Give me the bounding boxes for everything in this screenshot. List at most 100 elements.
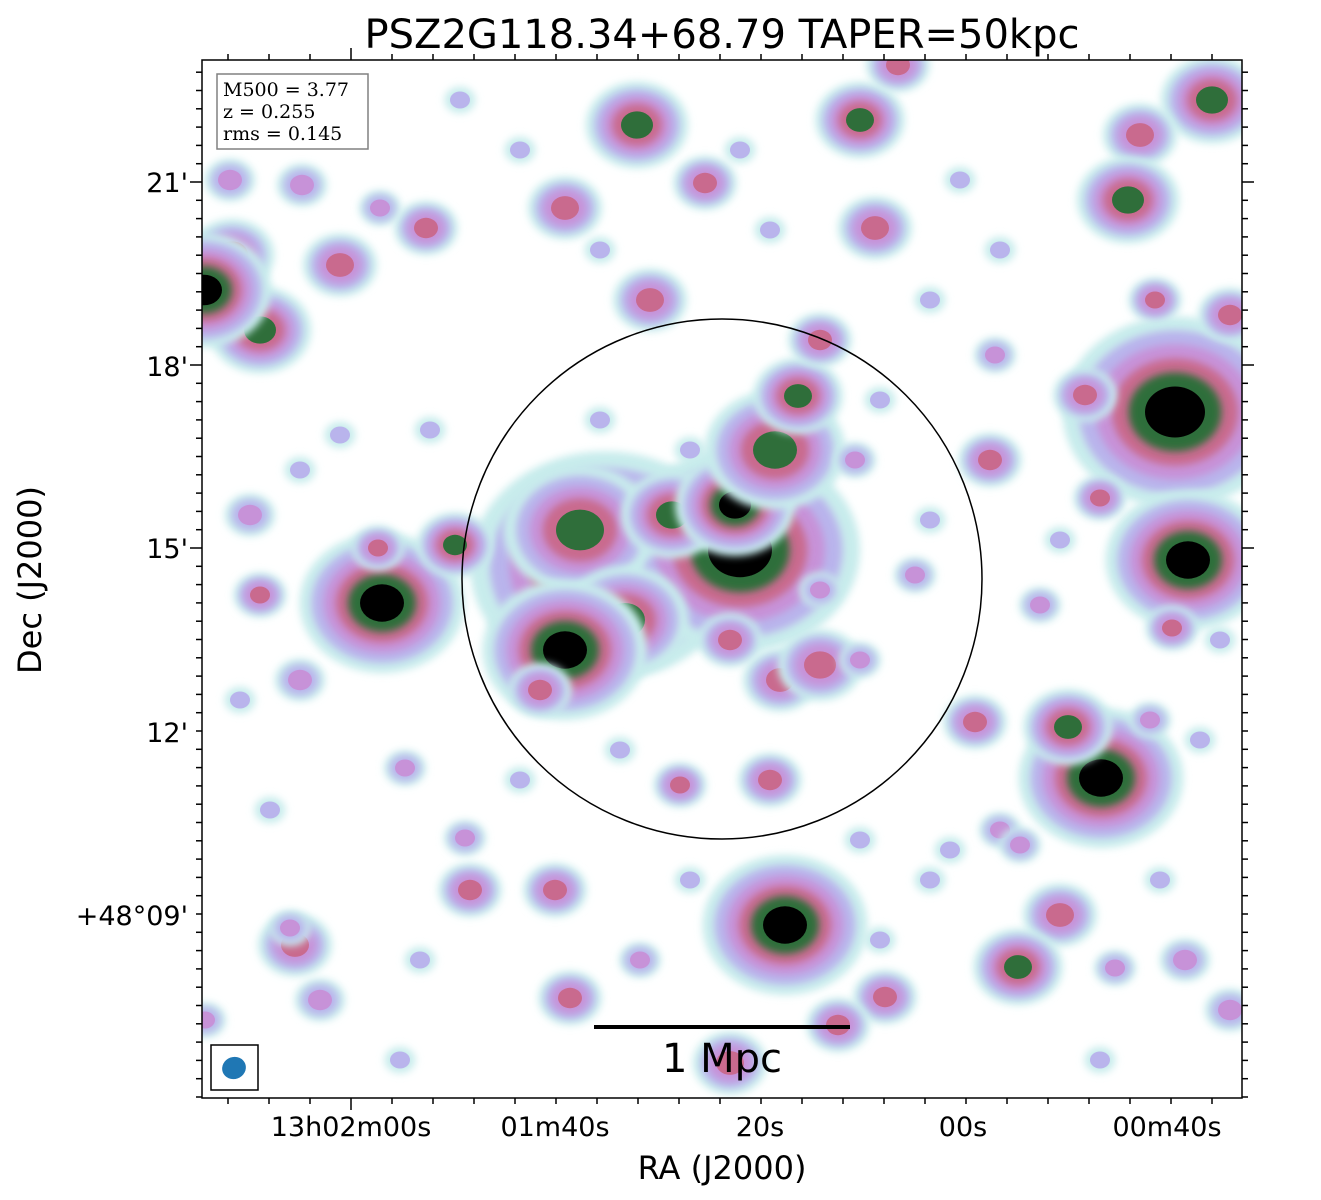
emission-contour xyxy=(1162,619,1182,637)
emission-contour xyxy=(230,691,250,709)
emission-contour xyxy=(920,291,940,309)
emission-contour xyxy=(250,586,270,604)
emission-contour xyxy=(804,651,836,679)
emission-contour xyxy=(920,871,940,889)
emission-contour xyxy=(414,217,438,239)
emission-contour xyxy=(1173,949,1197,971)
emission-contour xyxy=(845,451,865,469)
emission-contour xyxy=(758,769,782,791)
emission-contour xyxy=(590,241,610,259)
emission-contour xyxy=(846,108,874,132)
emission-contour xyxy=(410,951,430,969)
emission-contour xyxy=(288,669,312,691)
emission-contour xyxy=(590,411,610,429)
emission-contour xyxy=(390,1051,410,1069)
emission-contour xyxy=(551,196,579,220)
emission-contour xyxy=(1004,955,1032,979)
beam-indicator xyxy=(210,1044,259,1091)
emission-contour xyxy=(1190,731,1210,749)
emission-contour xyxy=(784,384,812,408)
emission-contour xyxy=(1030,596,1050,614)
emission-contour xyxy=(950,171,970,189)
emission-contour xyxy=(280,919,300,937)
emission-contour xyxy=(528,679,552,701)
y-tick-label: 15' xyxy=(146,534,188,565)
y-axis-label: Dec (J2000) xyxy=(11,486,49,674)
x-tick-labels: 13h02m00s 01m40s 20s 00s 00m40s xyxy=(271,1112,1222,1143)
emission-contour xyxy=(543,631,587,669)
emission-contour xyxy=(543,879,567,901)
info-redshift: z = 0.255 xyxy=(223,101,315,123)
emission-contour xyxy=(395,759,415,777)
emission-contour xyxy=(556,509,604,551)
emission-contour xyxy=(963,711,987,733)
emission-contour xyxy=(218,169,242,191)
emission-contour xyxy=(1196,86,1228,114)
emission-contour xyxy=(763,906,807,944)
beam-ellipse xyxy=(222,1056,246,1080)
emission-contour xyxy=(718,629,742,651)
emission-contour xyxy=(510,771,530,789)
emission-contour xyxy=(1112,186,1144,214)
emission-contour xyxy=(1210,631,1230,649)
emission-contour xyxy=(1050,531,1070,549)
scale-bar: 1 Mpc xyxy=(594,1025,850,1082)
x-tick-label: 00s xyxy=(939,1112,987,1143)
emission-contour xyxy=(458,879,482,901)
x-tick-label: 20s xyxy=(736,1112,784,1143)
emission-contour xyxy=(1090,1051,1110,1069)
emission-contour xyxy=(1145,291,1165,309)
emission-contour xyxy=(940,841,960,859)
emission-contour xyxy=(850,651,870,669)
emission-contour xyxy=(202,1011,215,1029)
r500-circle xyxy=(461,318,983,840)
scale-bar-label: 1 Mpc xyxy=(662,1036,782,1082)
emission-contour xyxy=(1218,304,1242,326)
emission-contour xyxy=(978,449,1002,471)
emission-contour xyxy=(985,346,1005,364)
info-rms: rms = 0.145 xyxy=(223,123,342,145)
emission-contour xyxy=(308,989,332,1011)
emission-contour xyxy=(716,1051,744,1075)
emission-contour xyxy=(808,329,832,351)
info-m500: M500 = 3.77 xyxy=(223,79,349,101)
info-box: M500 = 3.77 z = 0.255 rms = 0.145 xyxy=(216,73,369,150)
info-box-frame xyxy=(216,73,369,150)
y-tick-label: 18' xyxy=(146,352,188,383)
axis-ticks xyxy=(190,48,1254,1110)
emission-contour xyxy=(870,391,890,409)
emission-contour xyxy=(260,801,280,819)
emission-contour xyxy=(670,776,690,794)
emission-contour xyxy=(1105,959,1125,977)
radio-emission-map xyxy=(202,60,1242,1095)
emission-contour xyxy=(368,539,388,557)
emission-contour xyxy=(1126,123,1154,147)
emission-contour xyxy=(1166,541,1210,579)
emission-contour xyxy=(1140,711,1160,729)
emission-contour xyxy=(680,871,700,889)
y-tick-label: 21' xyxy=(146,168,188,199)
emission-contour xyxy=(693,172,717,194)
emission-contour xyxy=(1054,715,1082,739)
y-tick-labels: +48°09' 12' 15' 18' 21' xyxy=(76,168,188,932)
emission-contour xyxy=(753,431,797,469)
emission-contour xyxy=(636,288,664,312)
emission-contour xyxy=(360,584,404,622)
emission-contour xyxy=(610,741,630,759)
emission-contour xyxy=(1218,999,1242,1021)
y-tick-label: 12' xyxy=(146,718,188,749)
x-axis-label: RA (J2000) xyxy=(638,1149,807,1187)
emission-contour xyxy=(680,441,700,459)
emission-contour xyxy=(886,60,910,76)
emission-contour xyxy=(455,829,475,847)
emission-contour xyxy=(420,421,440,439)
emission-contour xyxy=(810,581,830,599)
emission-contour xyxy=(443,534,467,556)
emission-contour xyxy=(730,141,750,159)
emission-contour xyxy=(326,253,354,277)
emission-contour xyxy=(990,241,1010,259)
emission-contour xyxy=(370,199,390,217)
x-tick-label: 01m40s xyxy=(500,1112,609,1143)
emission-contour xyxy=(630,951,650,969)
